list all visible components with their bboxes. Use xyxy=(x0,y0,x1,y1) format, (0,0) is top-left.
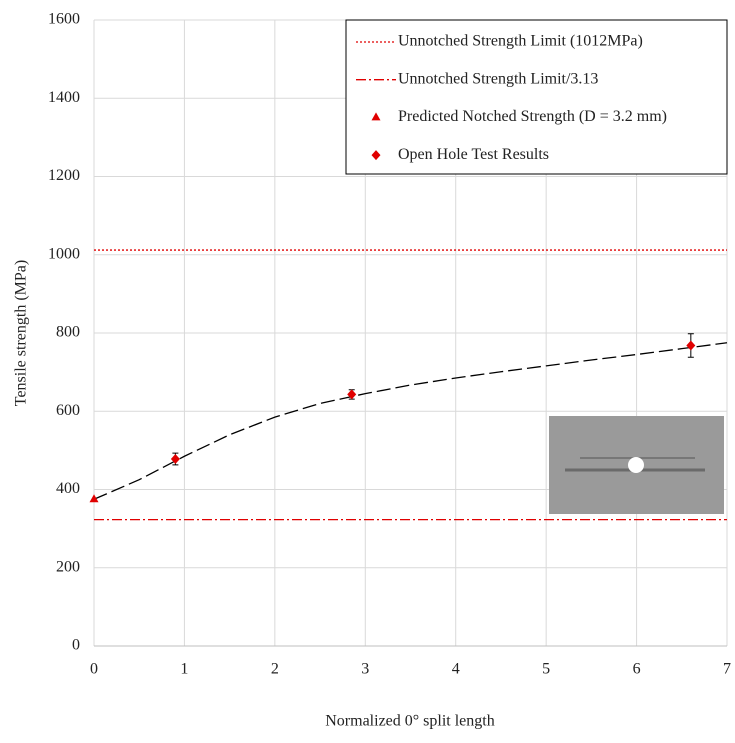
legend-label: Open Hole Test Results xyxy=(398,146,549,163)
y-tick-label: 200 xyxy=(56,558,80,575)
legend-symbol xyxy=(371,112,381,121)
x-tick-label: 6 xyxy=(633,661,641,678)
x-axis-label: Normalized 0° split length xyxy=(325,713,494,730)
y-tick-label: 1000 xyxy=(48,245,80,262)
y-tick-label: 1600 xyxy=(48,11,80,28)
y-axis-label: Tensile strength (MPa) xyxy=(13,260,30,406)
inset-photo xyxy=(549,416,724,514)
legend-label: Unnotched Strength Limit (1012MPa) xyxy=(398,33,643,50)
legend-label: Predicted Notched Strength (D = 3.2 mm) xyxy=(398,108,667,125)
x-tick-label: 0 xyxy=(90,661,98,678)
diamond-marker xyxy=(170,453,180,464)
y-tick-label: 800 xyxy=(56,324,80,341)
y-tick-label: 400 xyxy=(56,480,80,497)
x-tick-label: 4 xyxy=(452,661,460,678)
legend-box xyxy=(345,19,728,175)
y-tick-label: 600 xyxy=(56,402,80,419)
x-tick-label: 7 xyxy=(723,661,731,678)
y-tick-label: 1400 xyxy=(48,89,80,106)
x-tick-label: 1 xyxy=(180,661,188,678)
x-tick-label: 3 xyxy=(361,661,369,678)
legend-label: Unnotched Strength Limit/3.13 xyxy=(398,70,598,87)
x-tick-label: 5 xyxy=(542,661,550,678)
diamond-marker xyxy=(686,340,696,351)
y-tick-label: 0 xyxy=(72,637,80,654)
triangle-marker xyxy=(89,494,99,503)
legend-symbol xyxy=(371,150,381,161)
x-tick-label: 2 xyxy=(271,661,279,678)
y-tick-label: 1200 xyxy=(48,167,80,184)
diamond-marker xyxy=(347,389,357,400)
fit-curve xyxy=(93,342,728,500)
